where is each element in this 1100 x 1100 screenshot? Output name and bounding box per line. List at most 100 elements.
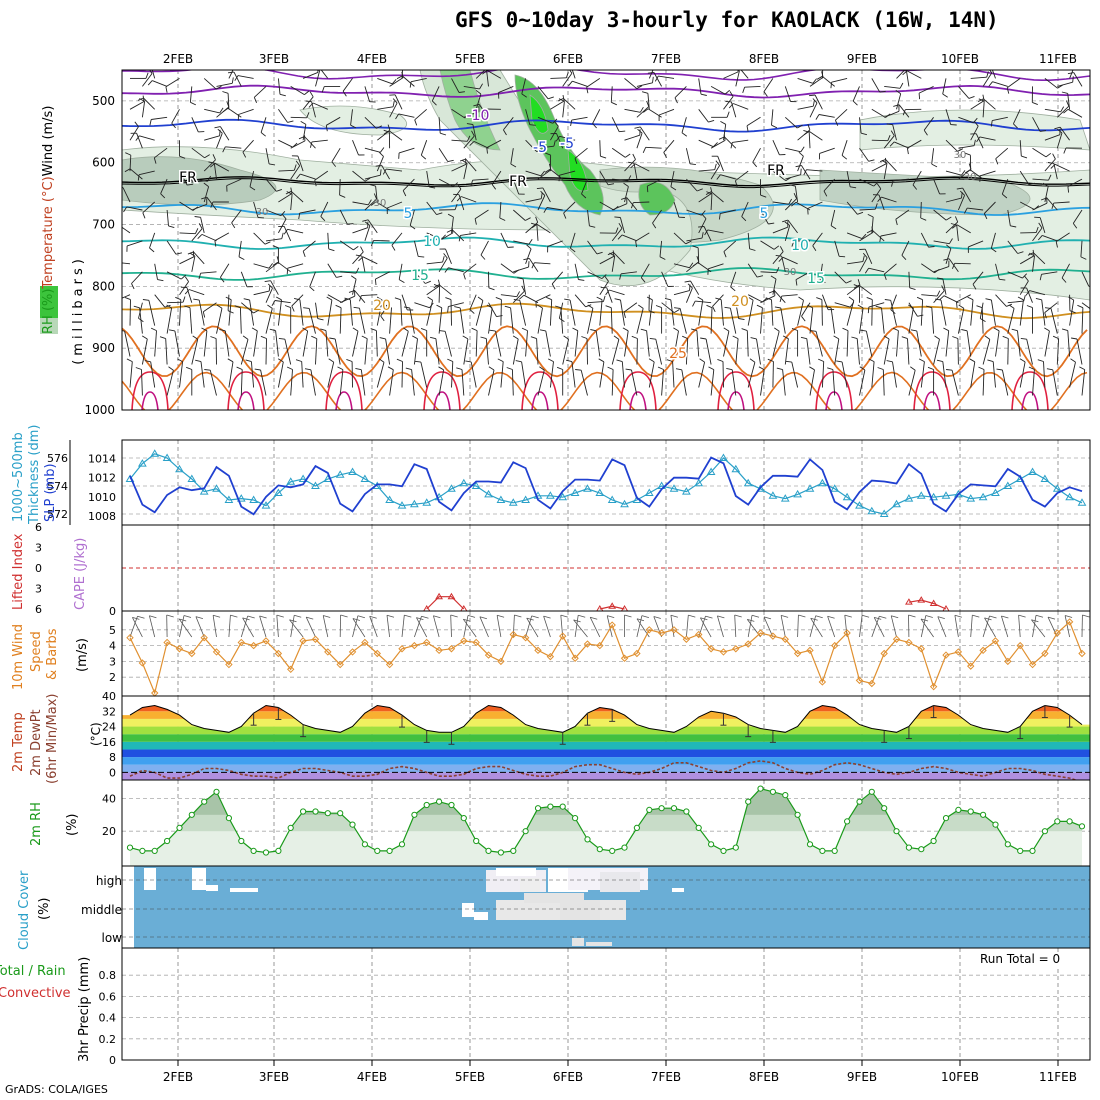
wind10-barb — [228, 615, 231, 638]
wind-barb — [830, 307, 836, 334]
wind-barb — [283, 229, 288, 235]
wind-barb — [521, 361, 527, 388]
wind-barb — [860, 329, 867, 332]
wind-barb — [569, 300, 576, 326]
wind-barb — [231, 222, 236, 229]
wind-barb — [521, 78, 527, 95]
wind-barb — [720, 299, 724, 326]
wind-barb — [383, 129, 390, 133]
wind-barb — [444, 267, 449, 273]
thickness-point — [236, 494, 246, 502]
wind-barb — [1051, 202, 1055, 210]
wind-barb — [795, 271, 811, 280]
wind-barb — [409, 81, 412, 88]
wind-barb — [391, 79, 397, 85]
wind-barb — [956, 294, 971, 303]
wind-barb — [450, 299, 452, 326]
wind-barb — [550, 100, 565, 110]
wind-barb — [202, 311, 206, 318]
wind-barb — [788, 198, 792, 205]
rh-point — [176, 824, 183, 832]
wind-barb — [426, 232, 442, 240]
wind-barb — [1052, 153, 1056, 160]
li-tick: 0 — [35, 562, 42, 575]
wind-barb — [491, 170, 502, 185]
wind-barb — [866, 229, 873, 234]
wind-barb — [852, 86, 860, 102]
wind-barb — [983, 213, 988, 220]
wind-barb — [636, 132, 643, 149]
wind10-barb — [653, 616, 662, 638]
wind-barb — [370, 201, 377, 206]
thickness-point — [409, 499, 419, 508]
wind-barb — [896, 93, 902, 110]
wind-barb — [1044, 158, 1056, 172]
wind-barb — [302, 96, 314, 110]
wind-barb — [664, 297, 671, 301]
wind-barb — [334, 338, 341, 365]
rh-point — [324, 810, 331, 817]
wind-barb — [302, 240, 316, 252]
wind-barb — [339, 307, 342, 334]
rh-point — [683, 808, 690, 815]
wind10-point — [287, 665, 295, 674]
rh-point — [893, 828, 900, 835]
wind-barb — [624, 134, 640, 141]
wind-barb — [815, 331, 823, 357]
wind-barb — [373, 239, 390, 242]
wind-barb — [153, 157, 157, 164]
wind-barb — [491, 184, 497, 190]
wind-barb — [327, 263, 337, 278]
cloud-cell — [572, 938, 584, 946]
wind-barb — [631, 335, 638, 339]
wind10-barb — [624, 614, 632, 618]
wind-barb — [327, 232, 330, 249]
wind-barb — [1063, 147, 1067, 154]
wind-barb — [679, 308, 687, 334]
wind10-barb — [937, 616, 945, 619]
wind-barb — [251, 327, 258, 332]
wind10-barb — [970, 615, 973, 638]
wind-barb — [871, 229, 885, 242]
wind-barb — [995, 294, 1007, 307]
wind-barb — [284, 305, 291, 309]
wind-barb — [710, 165, 720, 180]
wind-barb — [512, 338, 519, 365]
wind-barb — [1033, 252, 1046, 265]
temp-tick: 0 — [109, 766, 116, 779]
wind-barb — [342, 78, 353, 92]
wind-barb — [503, 129, 507, 136]
wind-barb — [705, 338, 712, 365]
wind-barb — [521, 327, 528, 332]
wind-barb — [681, 369, 687, 396]
wind-barb — [596, 251, 603, 255]
wind-barb — [906, 148, 909, 155]
wind-barb — [958, 304, 965, 309]
wind-barb — [791, 327, 798, 331]
wind-barb — [720, 121, 726, 125]
wind-barb — [1039, 274, 1042, 281]
wind-barb — [201, 327, 208, 332]
wind-barb — [129, 101, 145, 110]
wind-barb — [293, 297, 301, 301]
wind10-barb — [920, 615, 927, 638]
wind-barb — [784, 221, 790, 226]
wind-barb — [735, 70, 740, 87]
isotherm-label: 10 — [791, 238, 809, 254]
wind-barb — [867, 307, 870, 314]
wind-barb — [1080, 256, 1087, 260]
wind-barb — [379, 169, 382, 176]
thickness-line — [129, 453, 1083, 515]
wind-barb — [513, 266, 529, 273]
wind-barb — [673, 327, 679, 332]
wind-barb — [992, 81, 1008, 87]
wind-barb — [972, 284, 977, 290]
wind10-point — [707, 645, 715, 653]
wind-barb — [293, 164, 297, 171]
wind-barb — [587, 240, 598, 255]
wind-barb — [808, 130, 823, 141]
wind-barb — [698, 139, 714, 148]
wind-barb — [1072, 223, 1078, 229]
wind-barb — [648, 70, 654, 79]
wind-barb — [896, 70, 906, 79]
